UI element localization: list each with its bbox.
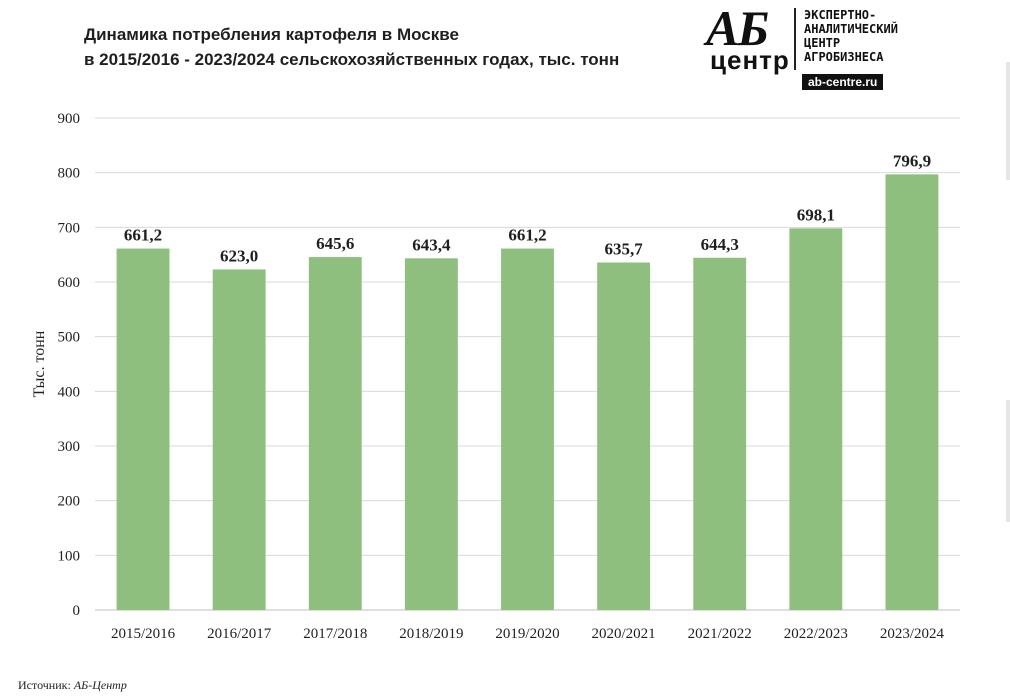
y-tick-label: 200 bbox=[58, 494, 81, 510]
bar bbox=[308, 257, 362, 610]
y-tick-label: 900 bbox=[58, 111, 81, 127]
x-tick-label: 2022/2023 bbox=[784, 626, 848, 642]
source-note: Источник: АБ-Центр bbox=[18, 678, 127, 693]
x-tick-label: 2016/2017 bbox=[207, 626, 272, 642]
chart-title-line-1: Динамика потребления картофеля в Москве bbox=[84, 25, 459, 44]
y-tick-label: 300 bbox=[58, 439, 81, 455]
data-label: 645,6 bbox=[316, 234, 354, 253]
data-label: 661,2 bbox=[124, 226, 162, 245]
y-tick-label: 700 bbox=[58, 220, 81, 236]
bar bbox=[501, 248, 554, 610]
y-tick-label: 600 bbox=[58, 275, 81, 291]
y-tick-label: 100 bbox=[58, 548, 81, 564]
logo-mark-ab: АБ bbox=[706, 0, 769, 56]
y-axis-label: Тыс. тонн bbox=[31, 330, 48, 397]
bar bbox=[404, 258, 458, 610]
data-label: 644,3 bbox=[701, 235, 739, 254]
logo-url: ab-centre.ru bbox=[802, 74, 884, 90]
bar bbox=[885, 174, 939, 610]
x-tick-label: 2018/2019 bbox=[399, 626, 463, 642]
bar bbox=[789, 228, 843, 610]
data-label: 661,2 bbox=[508, 226, 546, 245]
data-label: 698,1 bbox=[797, 205, 835, 224]
bar bbox=[597, 262, 651, 610]
x-tick-label: 2017/2018 bbox=[303, 626, 367, 642]
x-tick-label: 2015/2016 bbox=[111, 626, 176, 642]
source-label: Источник: bbox=[18, 678, 71, 692]
y-tick-label: 500 bbox=[58, 330, 81, 346]
logo-line-4: АГРОБИЗНЕСА bbox=[804, 50, 884, 64]
source-value: АБ-Центр bbox=[73, 678, 127, 692]
x-tick-label: 2019/2020 bbox=[495, 626, 559, 642]
logo-text: ЭКСПЕРТНО- АНАЛИТИЧЕСКИЙ ЦЕНТР АГРОБИЗНЕ… bbox=[804, 8, 898, 64]
logo-line-1: ЭКСПЕРТНО- bbox=[804, 8, 877, 22]
data-label: 623,0 bbox=[220, 246, 258, 265]
y-tick-label: 400 bbox=[58, 384, 81, 400]
data-label: 635,7 bbox=[604, 239, 643, 258]
x-tick-label: 2023/2024 bbox=[880, 626, 945, 642]
bar bbox=[693, 257, 747, 610]
ab-centre-logo: АБ центр ЭКСПЕРТНО- АНАЛИТИЧЕСКИЙ ЦЕНТР … bbox=[706, 2, 956, 92]
right-edge-mark-top bbox=[1006, 62, 1010, 180]
chart-title: Динамика потребления картофеля в Москве … bbox=[84, 22, 619, 72]
x-tick-label: 2020/2021 bbox=[592, 626, 656, 642]
data-label: 796,9 bbox=[893, 151, 931, 170]
x-tick-label: 2021/2022 bbox=[688, 626, 752, 642]
y-tick-label: 0 bbox=[73, 603, 81, 619]
y-tick-label: 800 bbox=[58, 166, 81, 182]
logo-mark-centre: центр bbox=[710, 45, 790, 75]
data-label: 643,4 bbox=[412, 235, 451, 254]
chart-title-line-2: в 2015/2016 - 2023/2024 сельскохозяйстве… bbox=[84, 50, 620, 69]
bar bbox=[116, 248, 170, 610]
logo-divider bbox=[794, 8, 796, 70]
logo-line-3: ЦЕНТР bbox=[804, 36, 841, 50]
bar-chart: 0 100 200 300 400 500 600 700 800 900 Тыс. тонн 661… bbox=[31, 111, 960, 642]
right-edge-mark-bottom bbox=[1006, 400, 1010, 522]
bar bbox=[212, 269, 266, 610]
logo-line-2: АНАЛИТИЧЕСКИЙ bbox=[804, 22, 898, 36]
